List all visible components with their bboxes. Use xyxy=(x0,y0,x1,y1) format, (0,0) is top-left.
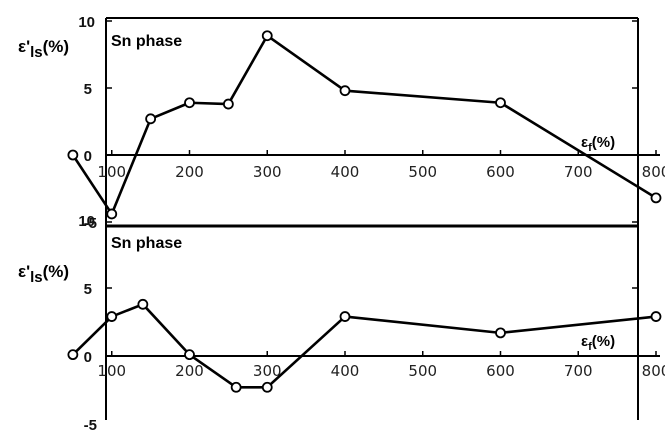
panel-1-data-point xyxy=(222,98,234,110)
panel-1-data-point xyxy=(261,30,273,42)
panel-1-xtick-label: 600 xyxy=(486,163,515,181)
panel-1-ytick-label: 10 xyxy=(78,14,95,31)
panel-1-xlabel: εf(%) xyxy=(581,134,615,154)
panel-1-data-point xyxy=(184,97,195,109)
panel-2-xtick-label: 400 xyxy=(331,362,360,380)
chart-panel-2: 10 5 0 -5 100 200 300 400 500 600 700 800 Sn phase ε'… xyxy=(18,213,665,430)
panel-1-data-point xyxy=(495,97,506,109)
panel-2-xtick-label: 500 xyxy=(408,362,437,380)
panel-2-xtick-label: 200 xyxy=(175,362,204,380)
panel-2-ytick-label: 10 xyxy=(78,213,95,230)
panel-1-ytick-label: 5 xyxy=(84,81,92,98)
panel-1-xtick-label: 300 xyxy=(253,163,282,181)
panel-2-ytick-label: -5 xyxy=(84,417,97,430)
panel-2-data-point xyxy=(339,311,351,322)
panel-2-data-point xyxy=(650,311,662,322)
panel-2-ytick-label: 5 xyxy=(84,281,92,298)
panel-2-data-point xyxy=(106,311,118,322)
panel-1-data-point xyxy=(67,149,79,161)
panel-2-data-point xyxy=(230,381,242,393)
chart-panel-1: 10 5 0 -5 100 200 300 400 500 600 700 800 Sn phase ε'… xyxy=(18,14,665,232)
panel-1-data-point xyxy=(106,208,118,220)
panel-2-xtick-label: 300 xyxy=(253,362,282,380)
panel-1-xtick-label: 400 xyxy=(331,163,360,181)
panel-1-data-point xyxy=(339,85,351,97)
panel-1-ytick-label: -5 xyxy=(84,215,97,232)
panel-2-data-point xyxy=(184,349,195,361)
panel-1-data-point xyxy=(650,192,662,204)
panel-1-xtick-label: 700 xyxy=(564,163,593,181)
panel-2-xtick-label: 700 xyxy=(564,362,593,380)
panel-2-data-point xyxy=(137,298,149,310)
panel-1-series-line xyxy=(71,34,657,216)
panel-2-data-point xyxy=(495,327,506,339)
panel-1-xtick-label: 200 xyxy=(175,163,204,181)
panel-1-xtick-label: 100 xyxy=(97,163,126,181)
panel-2-ylabel: ε'ls(%) xyxy=(18,262,69,286)
panel-2-xtick-label: 600 xyxy=(486,362,515,380)
panel-1-xtick-label: 500 xyxy=(408,163,437,181)
panel-2-title: Sn phase xyxy=(111,235,182,252)
panel-1-xtick-label: 800 xyxy=(642,163,665,181)
panel-2-xtick-label: 800 xyxy=(642,362,665,380)
panel-1-title: Sn phase xyxy=(111,33,182,50)
panel-1-data-point xyxy=(145,113,157,125)
panel-2-xtick-label: 100 xyxy=(97,362,126,380)
panel-2-ytick-label: 0 xyxy=(84,349,92,366)
panel-2-xlabel: εf(%) xyxy=(581,333,615,353)
panel-1-ylabel: ε'ls(%) xyxy=(18,37,69,61)
panel-2-data-point xyxy=(261,381,273,393)
panel-2-data-point xyxy=(67,349,79,361)
panel-1-ytick-label: 0 xyxy=(84,148,92,165)
